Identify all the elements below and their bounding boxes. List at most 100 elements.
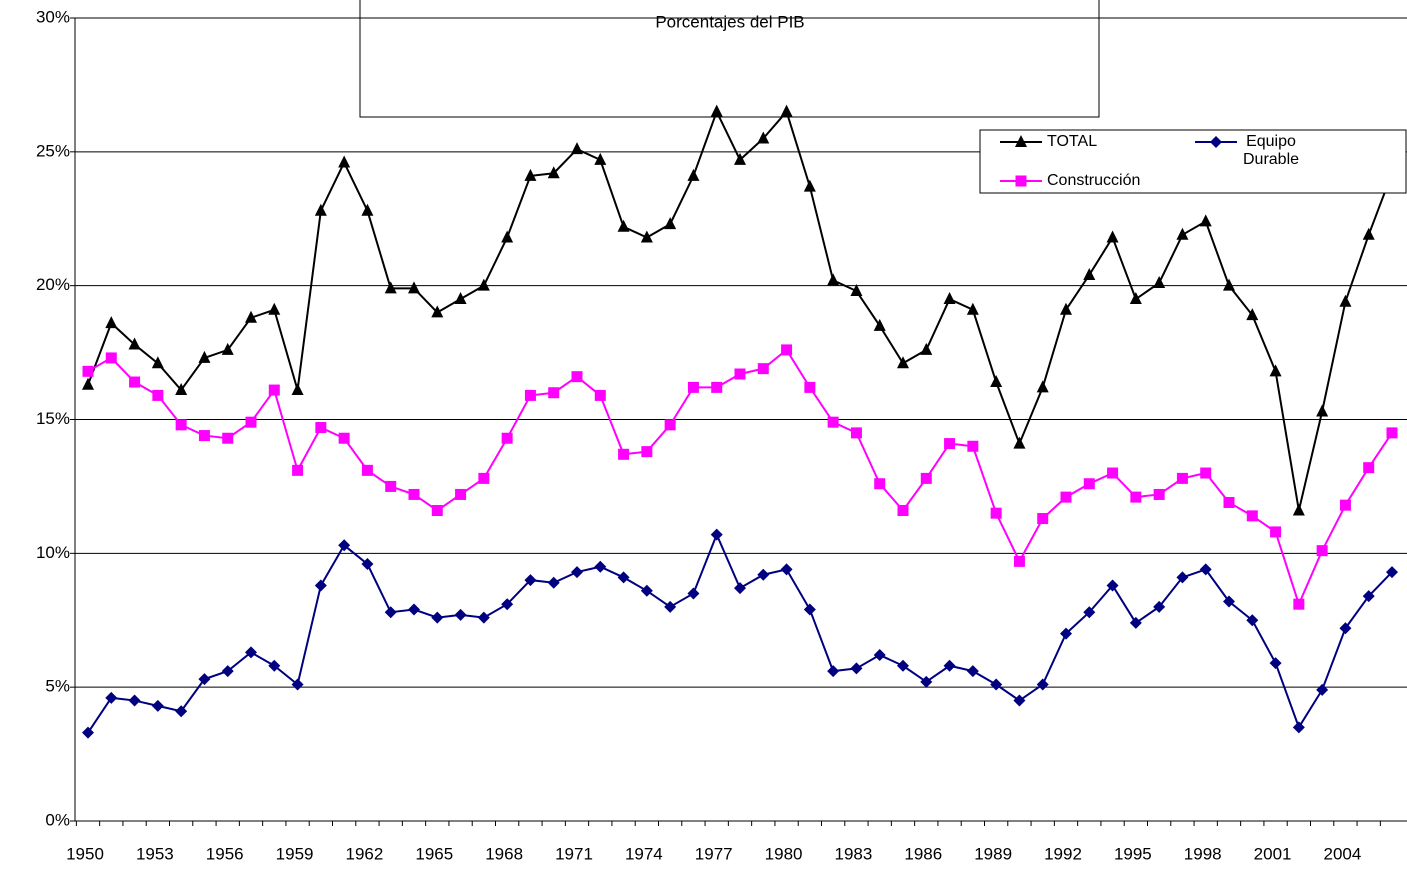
legend-marker bbox=[1210, 136, 1222, 148]
data-point bbox=[1176, 227, 1189, 240]
data-point bbox=[594, 152, 607, 165]
data-point bbox=[617, 571, 630, 584]
data-point bbox=[478, 472, 490, 484]
x-tick-label: 1953 bbox=[136, 844, 174, 863]
data-point bbox=[547, 576, 560, 589]
x-tick-label: 1989 bbox=[974, 844, 1012, 863]
data-point bbox=[780, 104, 793, 117]
title-box bbox=[359, 0, 1100, 118]
data-point bbox=[1200, 467, 1212, 479]
data-point bbox=[711, 381, 723, 393]
data-point bbox=[873, 649, 886, 662]
data-point bbox=[314, 203, 327, 216]
data-point bbox=[1176, 571, 1189, 584]
data-point bbox=[1339, 294, 1352, 307]
data-point bbox=[221, 342, 234, 355]
data-point bbox=[687, 381, 699, 393]
y-tick-label: 30% bbox=[36, 7, 70, 26]
data-point bbox=[1339, 499, 1351, 511]
x-tick-label: 1971 bbox=[555, 844, 593, 863]
legend-marker bbox=[1015, 175, 1027, 187]
data-point bbox=[338, 432, 350, 444]
data-point bbox=[594, 389, 606, 401]
data-point bbox=[175, 705, 188, 718]
data-point bbox=[687, 587, 700, 600]
data-point bbox=[1083, 606, 1096, 619]
x-tick-label: 2001 bbox=[1254, 844, 1292, 863]
data-point bbox=[1153, 488, 1165, 500]
data-point bbox=[1130, 491, 1142, 503]
data-point bbox=[803, 603, 816, 616]
chart-title: Porcentajes del PIB bbox=[655, 12, 804, 31]
data-point bbox=[850, 284, 863, 297]
data-point bbox=[804, 381, 816, 393]
data-point bbox=[1362, 227, 1375, 240]
data-point bbox=[547, 166, 560, 179]
data-point bbox=[245, 646, 257, 659]
x-tick-label: 1995 bbox=[1114, 844, 1152, 863]
data-point bbox=[454, 292, 467, 305]
y-tick-label: 0% bbox=[45, 810, 70, 829]
x-tick-label: 1992 bbox=[1044, 844, 1082, 863]
data-point bbox=[314, 579, 327, 592]
data-point bbox=[734, 152, 746, 165]
data-point bbox=[477, 611, 490, 624]
data-point bbox=[361, 558, 374, 571]
data-point bbox=[827, 273, 840, 286]
data-point bbox=[1270, 526, 1282, 538]
data-point bbox=[1107, 467, 1119, 479]
data-point bbox=[477, 278, 490, 291]
data-point bbox=[1269, 657, 1282, 670]
x-tick-label: 1968 bbox=[485, 844, 523, 863]
data-point bbox=[408, 488, 420, 500]
data-point bbox=[268, 302, 281, 315]
data-point bbox=[757, 568, 770, 581]
data-point bbox=[617, 219, 630, 232]
y-tick-label: 10% bbox=[36, 543, 70, 562]
data-point bbox=[757, 363, 769, 375]
x-tick-label: 1998 bbox=[1184, 844, 1222, 863]
data-point bbox=[990, 507, 1002, 519]
data-point bbox=[524, 168, 537, 181]
data-point bbox=[245, 310, 257, 323]
x-tick-label: 1956 bbox=[206, 844, 244, 863]
data-point bbox=[710, 104, 723, 117]
data-point bbox=[105, 691, 118, 704]
data-point bbox=[1292, 503, 1305, 516]
legend-label: TOTAL bbox=[1047, 133, 1098, 150]
data-point bbox=[827, 416, 839, 428]
data-point bbox=[1083, 478, 1095, 490]
data-point bbox=[1363, 462, 1375, 474]
data-point bbox=[640, 584, 653, 597]
data-point bbox=[640, 230, 653, 243]
data-point bbox=[1060, 302, 1072, 315]
data-point bbox=[291, 383, 304, 396]
data-point bbox=[152, 389, 164, 401]
data-point bbox=[175, 383, 188, 396]
data-point bbox=[920, 675, 933, 688]
data-point bbox=[920, 472, 932, 484]
data-point bbox=[198, 350, 211, 363]
x-tick-label: 2004 bbox=[1324, 844, 1362, 863]
data-point bbox=[780, 563, 793, 576]
data-point bbox=[920, 342, 933, 355]
data-point bbox=[641, 446, 653, 458]
data-point bbox=[1037, 513, 1049, 525]
data-point bbox=[1013, 436, 1026, 449]
data-point bbox=[966, 665, 979, 678]
y-tick-label: 25% bbox=[36, 141, 70, 160]
data-point bbox=[571, 371, 583, 383]
data-point bbox=[1013, 694, 1026, 707]
y-tick-label: 5% bbox=[45, 677, 70, 696]
data-point bbox=[1246, 510, 1258, 522]
data-point bbox=[82, 377, 94, 390]
x-tick-label: 1959 bbox=[276, 844, 314, 863]
data-point bbox=[431, 505, 443, 517]
data-point bbox=[384, 281, 397, 294]
data-point bbox=[361, 203, 374, 216]
data-point bbox=[268, 659, 281, 672]
data-point bbox=[1246, 308, 1259, 321]
data-point bbox=[873, 318, 886, 331]
data-point bbox=[129, 376, 141, 388]
data-point bbox=[618, 448, 630, 460]
